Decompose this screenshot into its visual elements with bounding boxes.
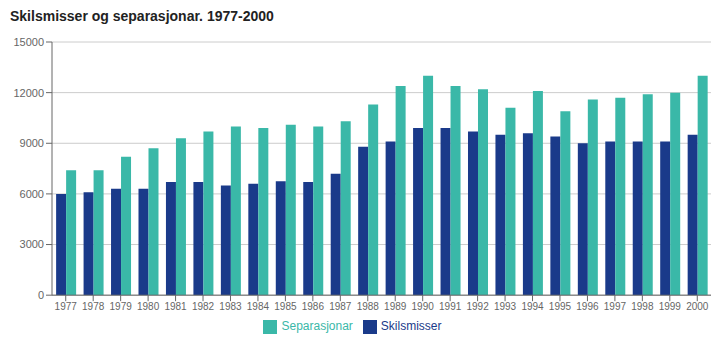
svg-text:1990: 1990: [412, 301, 435, 312]
svg-text:1981: 1981: [164, 301, 187, 312]
svg-text:1977: 1977: [55, 301, 78, 312]
svg-text:1988: 1988: [357, 301, 380, 312]
svg-text:1989: 1989: [384, 301, 407, 312]
svg-text:1979: 1979: [110, 301, 133, 312]
svg-text:1998: 1998: [631, 301, 654, 312]
html-text:Skilsmisser: Skilsmisser: [380, 319, 442, 334]
svg-text:1987: 1987: [329, 301, 352, 312]
svg-text:3000: 3000: [20, 238, 44, 250]
svg-text:15000: 15000: [13, 36, 44, 48]
svg-text:1983: 1983: [219, 301, 242, 312]
svg-text:1991: 1991: [439, 301, 462, 312]
svg-text:0: 0: [38, 289, 44, 301]
svg-text:9000: 9000: [20, 137, 44, 149]
svg-text:1982: 1982: [192, 301, 215, 312]
svg-text:1978: 1978: [82, 301, 105, 312]
svg-text:1995: 1995: [549, 301, 572, 312]
html-text:Skilsmisser og separasjonar. 1: Skilsmisser og separasjonar. 1977-2000: [10, 8, 274, 24]
svg-text:1985: 1985: [274, 301, 297, 312]
svg-text:1992: 1992: [466, 301, 489, 312]
svg-text:1994: 1994: [521, 301, 544, 312]
html-text:Separasjonar: Separasjonar: [281, 319, 353, 334]
svg-text:1997: 1997: [604, 301, 627, 312]
svg-text:1986: 1986: [302, 301, 325, 312]
svg-text:6000: 6000: [20, 188, 44, 200]
svg-text:12000: 12000: [13, 87, 44, 99]
svg-text:1984: 1984: [247, 301, 270, 312]
svg-text:2000: 2000: [686, 301, 709, 312]
svg-text:1996: 1996: [576, 301, 599, 312]
svg-text:1980: 1980: [137, 301, 160, 312]
svg-text:1999: 1999: [659, 301, 682, 312]
svg-text:1993: 1993: [494, 301, 517, 312]
